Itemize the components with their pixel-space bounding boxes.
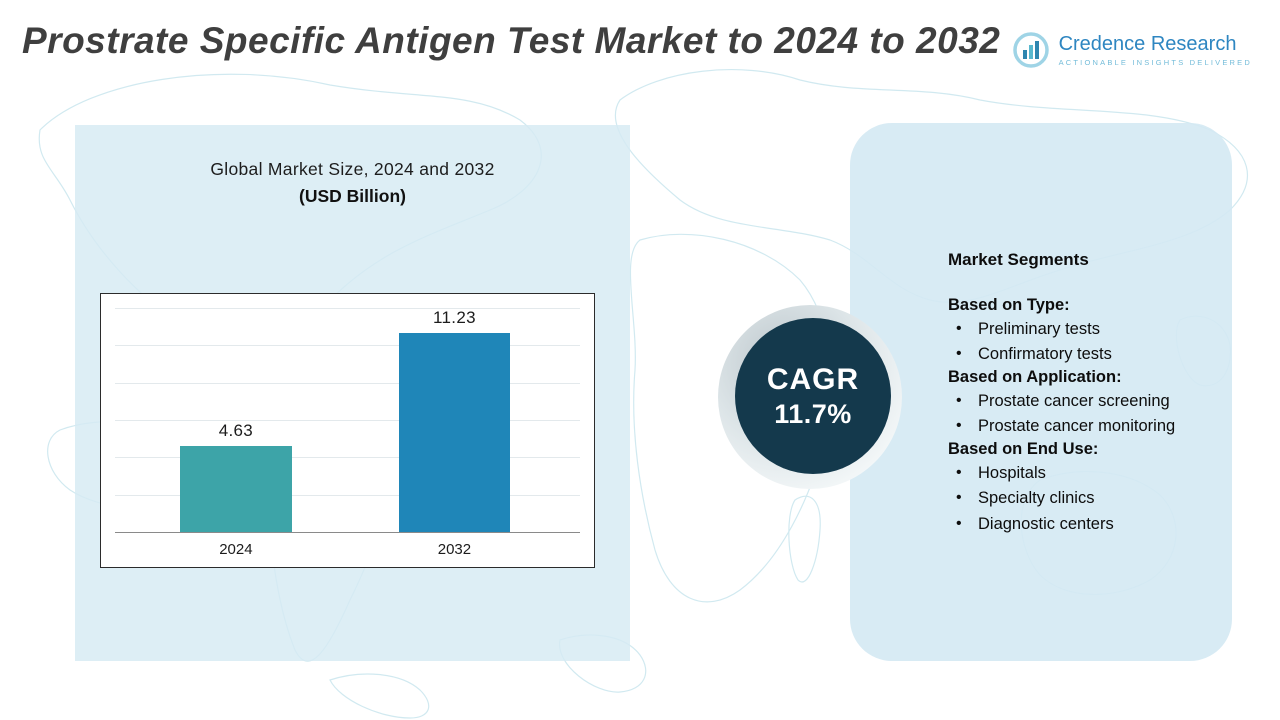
cagr-badge: CAGR 11.7% (735, 318, 891, 474)
cagr-value: 11.7% (774, 398, 852, 429)
credence-logo: Credence Research Actionable Insights De… (1011, 30, 1252, 70)
segment-list-application: Prostate cancer screening Prostate cance… (948, 390, 1233, 438)
gridline (115, 382, 580, 384)
segments-heading: Market Segments (948, 250, 1089, 269)
logo-tagline: Actionable Insights Delivered (1058, 58, 1252, 67)
segment-group-title-type: Based on Type: (948, 296, 1070, 314)
logo-text: Credence Research Actionable Insights De… (1059, 33, 1252, 67)
segment-item: Preliminary tests (948, 318, 1233, 340)
cagr-label: CAGR (766, 362, 860, 396)
bar-2032 (398, 333, 511, 532)
bar-value-label: 11.23 (433, 308, 476, 327)
gridline (115, 420, 580, 421)
segment-item: Hospitals (948, 462, 1233, 484)
bar-value-label: 4.63 (218, 420, 254, 440)
gridline (115, 494, 580, 496)
bar-group-2032: 11.23 (398, 308, 511, 532)
bar-group-2024: 4.63 (180, 308, 292, 532)
gridline (115, 308, 580, 309)
cagr-badge-shadow: CAGR 11.7% (718, 305, 902, 489)
x-axis-labels: 2024 2032 (115, 541, 580, 559)
chart-plot-area: 4.63 11.23 (115, 308, 580, 533)
segment-item: Prostate cancer monitoring (948, 415, 1233, 437)
chart-subtitle: (USD Billion) (299, 186, 406, 206)
gridline (115, 345, 580, 347)
segment-group-title-application: Based on Application: (948, 367, 1122, 386)
x-axis-label-2032: 2032 (437, 541, 472, 558)
bar-2024 (180, 445, 292, 532)
market-segments: Market Segments Based on Type: Prelimina… (948, 250, 1233, 535)
segment-item: Specialty clinics (948, 487, 1233, 509)
credence-logo-icon (1012, 32, 1049, 68)
segment-item: Prostate cancer screening (948, 390, 1233, 412)
segment-item: Diagnostic centers (948, 513, 1233, 535)
gridline (115, 457, 580, 459)
x-axis-label-2024: 2024 (219, 541, 253, 558)
segment-list-end-use: Hospitals Specialty clinics Diagnostic c… (948, 462, 1233, 535)
page-title: Prostrate Specific Antigen Test Market t… (22, 20, 1001, 61)
segment-group-title-end-use: Based on End Use: (948, 439, 1099, 458)
logo-name: Credence Research (1058, 33, 1237, 55)
segment-item: Confirmatory tests (948, 343, 1233, 365)
chart-title: Global Market Size, 2024 and 2032 (210, 159, 495, 179)
bar-chart: 4.63 11.23 2024 2032 (100, 293, 595, 568)
segment-list-type: Preliminary tests Confirmatory tests (948, 318, 1233, 366)
